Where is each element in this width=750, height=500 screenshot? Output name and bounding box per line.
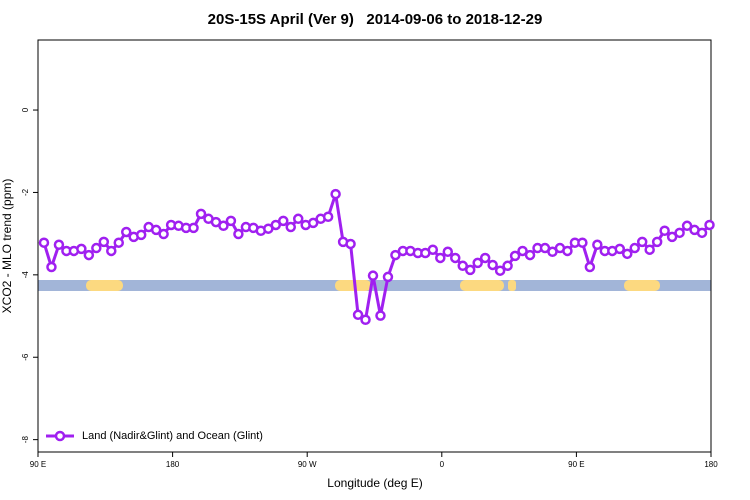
- data-point: [345, 238, 356, 250]
- land-band: [86, 280, 123, 291]
- data-point: [457, 260, 468, 272]
- data-point: [659, 225, 670, 237]
- y-tick-label: -2: [21, 188, 30, 196]
- data-point: [218, 220, 229, 232]
- data-point: [502, 260, 513, 272]
- y-axis-label: XCO2 - MLO trend (ppm): [0, 179, 14, 314]
- land-band: [508, 280, 516, 291]
- x-tick-label: 0: [440, 460, 445, 469]
- data-point: [98, 236, 110, 248]
- land-band: [624, 280, 660, 291]
- data-point: [517, 245, 528, 257]
- data-point: [292, 213, 304, 225]
- y-tick-label: -4: [21, 271, 30, 279]
- data-point: [330, 188, 341, 200]
- data-point: [375, 310, 386, 321]
- y-tick-label: 0: [21, 107, 30, 112]
- data-point: [352, 309, 364, 321]
- data-point: [562, 245, 573, 257]
- data-point: [195, 208, 207, 220]
- data-point: [113, 237, 125, 248]
- data-point: [158, 228, 169, 240]
- data-point: [76, 243, 87, 255]
- data-point: [46, 261, 57, 273]
- data-point: [225, 215, 237, 227]
- x-tick-label: 180: [704, 460, 718, 469]
- data-point: [592, 239, 603, 251]
- data-point: [427, 244, 439, 255]
- y-tick-label: -8: [21, 436, 30, 444]
- data-point: [382, 271, 394, 283]
- data-point: [53, 239, 65, 251]
- data-point: [614, 243, 626, 255]
- data-point: [91, 242, 102, 254]
- chart-title: 20S-15S April (Ver 9) 2014-09-06 to 2018…: [208, 11, 543, 28]
- data-point: [666, 231, 678, 243]
- data-point: [681, 220, 693, 232]
- data-point: [674, 227, 685, 239]
- data-point: [285, 221, 296, 233]
- x-axis-label: Longitude (deg E): [327, 476, 422, 490]
- legend-marker: [54, 430, 66, 442]
- plot-frame: [37, 39, 712, 453]
- data-point: [360, 314, 371, 325]
- data-point: [322, 211, 334, 222]
- data-point: [435, 252, 446, 264]
- data-point: [494, 265, 506, 276]
- data-point: [479, 252, 491, 264]
- y-tick-label: -6: [21, 353, 30, 361]
- data-point: [644, 244, 655, 255]
- data-point: [83, 249, 95, 261]
- data-point: [472, 257, 483, 269]
- data-point: [120, 226, 132, 238]
- data-point: [188, 222, 199, 234]
- data-point: [38, 237, 50, 248]
- data-point: [577, 237, 588, 248]
- x-tick-label: 90 E: [568, 460, 584, 469]
- data-point: [106, 245, 117, 257]
- data-point: [636, 236, 648, 248]
- data-point: [621, 248, 633, 260]
- data-point: [150, 224, 162, 236]
- land-band: [335, 280, 371, 291]
- data-point: [696, 227, 708, 239]
- data-point: [135, 229, 147, 241]
- data-point: [367, 270, 379, 281]
- data-point: [450, 252, 461, 264]
- data-point: [651, 236, 663, 248]
- data-point: [509, 250, 521, 262]
- data-point: [629, 242, 640, 254]
- data-point: [390, 249, 401, 261]
- data-point: [584, 261, 596, 273]
- data-point: [704, 219, 715, 231]
- data-point: [278, 215, 289, 227]
- data-point: [442, 246, 454, 258]
- data-point: [233, 228, 244, 240]
- data-point: [270, 219, 282, 231]
- data-point: [487, 259, 498, 271]
- data-point: [524, 249, 536, 261]
- series-line: [42, 192, 711, 322]
- x-tick-label: 180: [166, 460, 180, 469]
- land-band: [460, 280, 504, 291]
- legend-label: Land (Nadir&Glint) and Ocean (Glint): [82, 430, 263, 442]
- data-point: [307, 217, 319, 229]
- data-point: [464, 264, 476, 276]
- x-tick-label: 90 W: [298, 460, 317, 469]
- x-tick-label: 90 E: [30, 460, 46, 469]
